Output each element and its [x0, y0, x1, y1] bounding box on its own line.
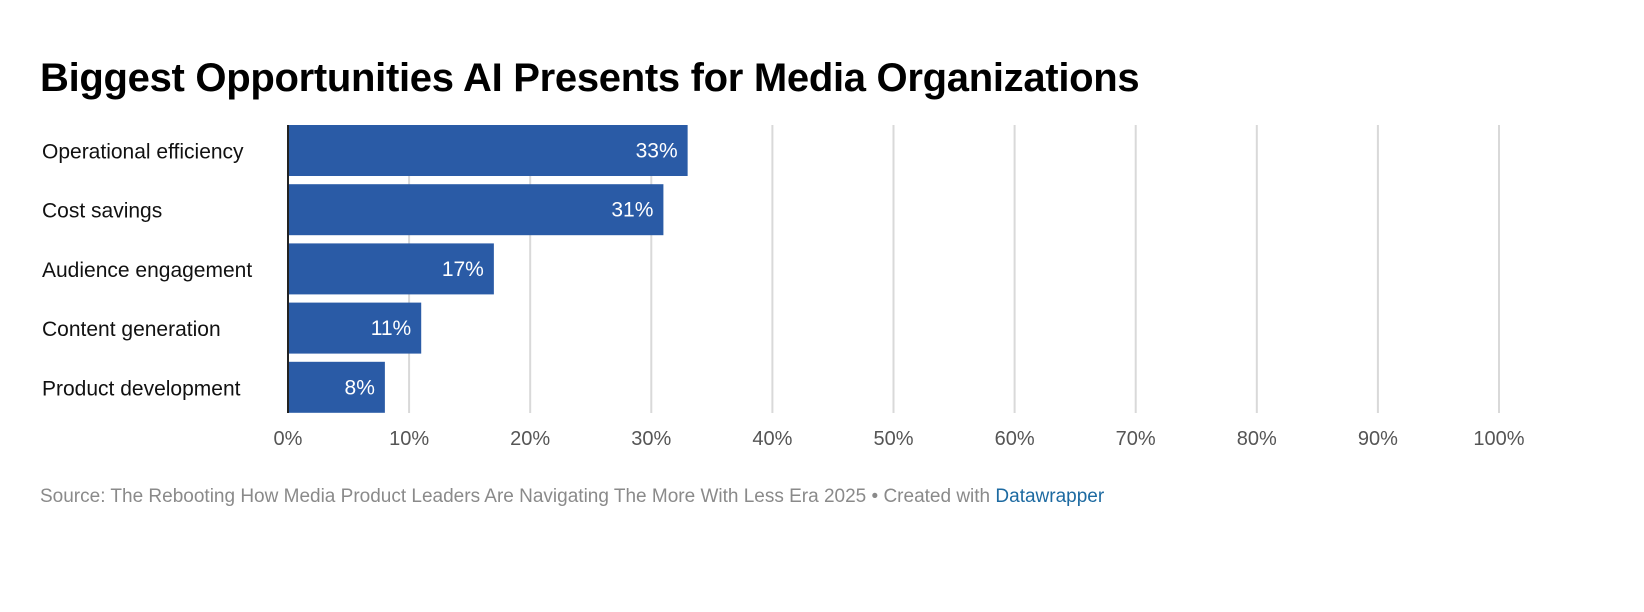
chart-title: Biggest Opportunities AI Presents for Me…	[40, 56, 1140, 100]
x-tick-label: 80%	[1237, 428, 1277, 450]
source-text: Source: The Rebooting How Media Product …	[40, 486, 996, 507]
x-tick-label: 20%	[510, 428, 550, 450]
bar-value-label: 17%	[442, 258, 484, 281]
x-tick-label: 60%	[995, 428, 1035, 450]
bar	[288, 361, 385, 413]
x-tick-label: 30%	[631, 428, 671, 450]
bar	[288, 243, 494, 295]
bar-value-label: 11%	[371, 317, 411, 340]
category-label: Operational efficiency	[42, 141, 244, 164]
bar-value-label: 33%	[636, 140, 678, 163]
bar	[288, 125, 688, 176]
bar-value-label: 8%	[345, 376, 375, 399]
datawrapper-link[interactable]: Datawrapper	[995, 486, 1105, 507]
bar-value-label: 31%	[611, 199, 653, 222]
x-tick-label: 70%	[1116, 428, 1156, 450]
x-tick-label: 50%	[873, 428, 913, 450]
x-tick-label: 90%	[1358, 428, 1398, 450]
x-tick-label: 100%	[1473, 428, 1524, 450]
category-label: Cost savings	[42, 200, 162, 223]
category-labels: Operational efficiency Cost savings Audien…	[42, 141, 252, 401]
x-tick-label: 40%	[752, 428, 792, 450]
category-label: Content generation	[42, 318, 221, 341]
bar-chart: 33% 31% 17% 11% 8% Operational efficiency Cos…	[42, 125, 1525, 450]
bars: 33% 31% 17% 11% 8%	[288, 125, 688, 413]
category-label: Product development	[42, 377, 241, 400]
x-tick-label: 0%	[274, 428, 303, 450]
category-label: Audience engagement	[42, 259, 252, 282]
footer: Source: The Rebooting How Media Product …	[40, 486, 1104, 508]
x-tick-label: 10%	[389, 428, 429, 450]
bar	[288, 184, 664, 236]
x-axis-ticks: 0% 10% 20% 30% 40% 50% 60% 70% 80% 90% 100%	[274, 428, 1525, 450]
bar	[288, 302, 422, 354]
